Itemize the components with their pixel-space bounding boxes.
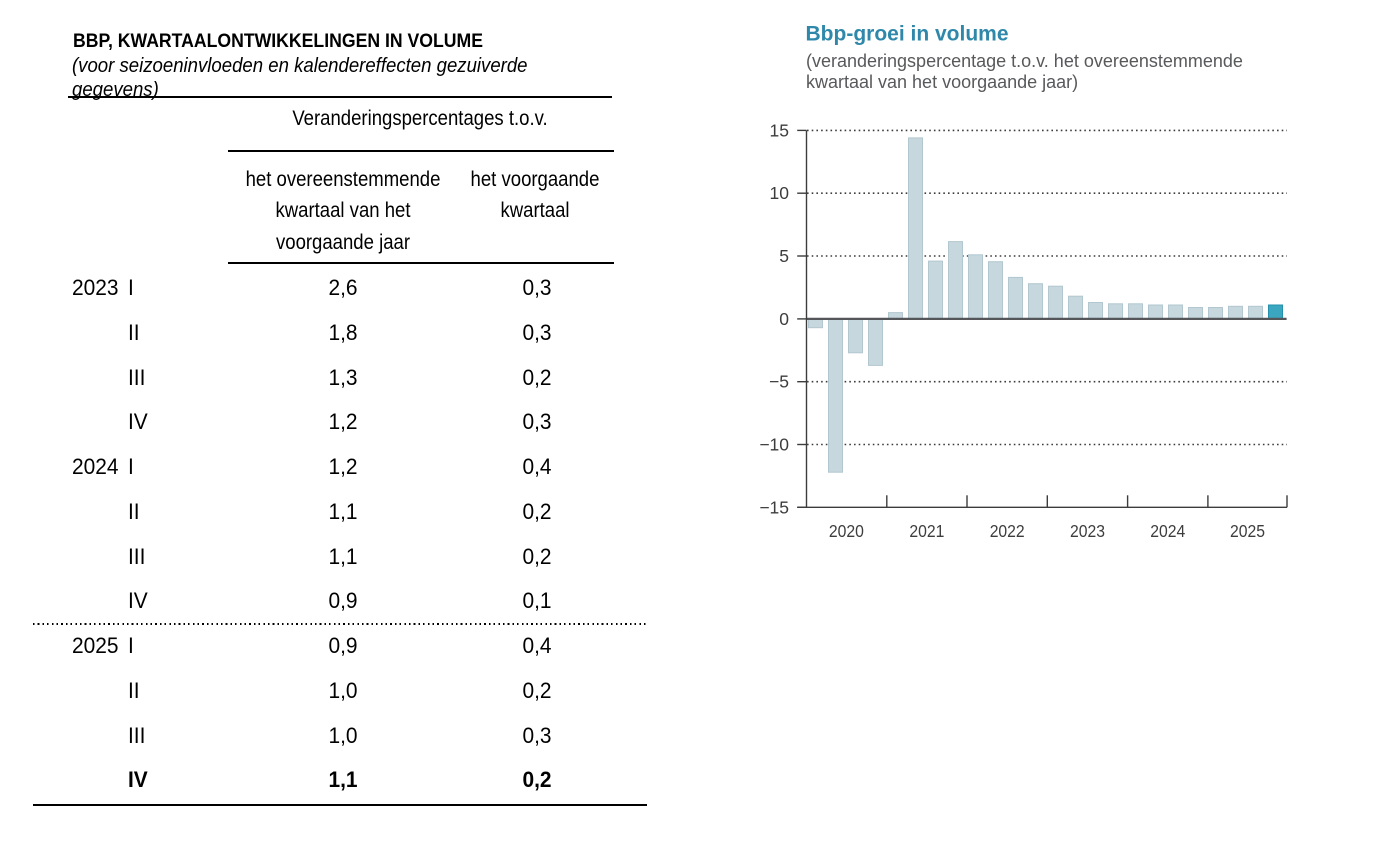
svg-text:10: 10 [770, 183, 790, 203]
svg-text:15: 15 [770, 120, 789, 140]
svg-text:−10: −10 [759, 435, 789, 455]
svg-text:−15: −15 [759, 497, 789, 517]
svg-text:2025: 2025 [1230, 521, 1265, 541]
svg-text:2022: 2022 [990, 521, 1025, 541]
svg-text:2023: 2023 [1070, 521, 1105, 541]
svg-text:Bbp-groei in volume: Bbp-groei in volume [806, 23, 1009, 46]
svg-text:2021: 2021 [909, 521, 944, 541]
svg-text:(veranderingspercentage t.o.v.: (veranderingspercentage t.o.v. het overe… [806, 51, 1243, 71]
svg-text:2024: 2024 [1150, 521, 1185, 541]
svg-text:5: 5 [779, 246, 789, 266]
svg-text:kwartaal van het voorgaande ja: kwartaal van het voorgaande jaar) [806, 72, 1078, 92]
svg-text:2020: 2020 [829, 521, 864, 541]
svg-text:−5: −5 [769, 372, 789, 392]
svg-text:0: 0 [779, 309, 789, 329]
